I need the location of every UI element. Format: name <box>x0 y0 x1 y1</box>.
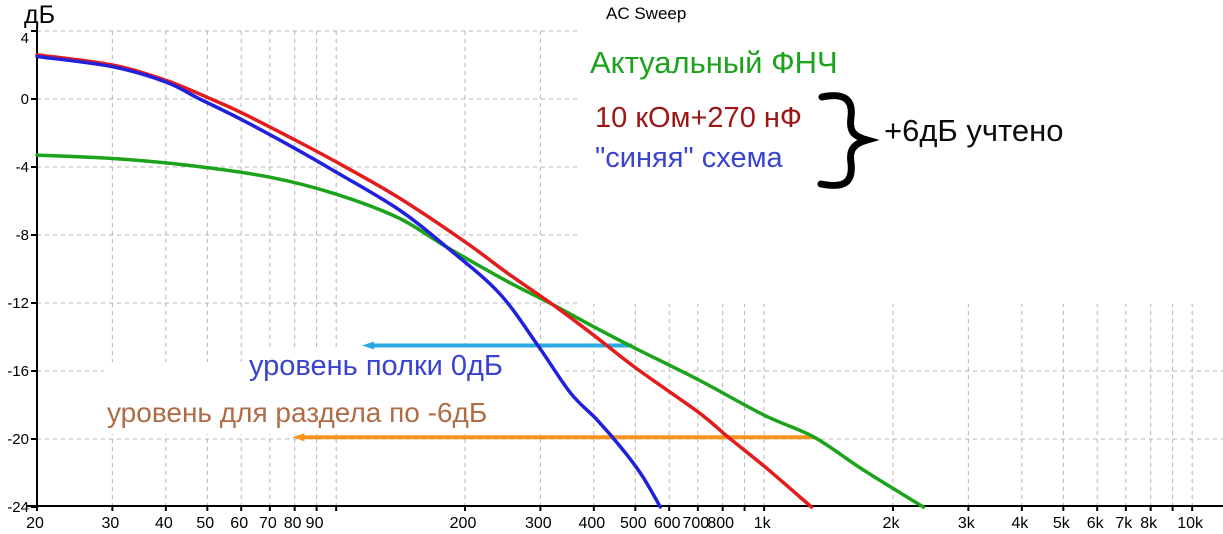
level-line-arrowhead <box>292 433 305 442</box>
x-axis-tick-label: 7k <box>1115 515 1133 532</box>
x-axis-tick-label: 200 <box>450 515 477 532</box>
x-axis-tick-label: 6k <box>1087 515 1105 532</box>
y-axis-tick-label: -12 <box>7 295 29 312</box>
y-axis-tick-label: 4 <box>21 30 29 47</box>
brace-icon <box>817 92 880 189</box>
x-axis-tick-label: 500 <box>620 515 647 532</box>
curve-curve_blue <box>35 54 663 509</box>
y-axis-unit-label: дБ <box>24 1 55 29</box>
curve-curve_red <box>35 53 814 509</box>
x-axis-tick-label: 20 <box>26 515 44 532</box>
level-line-arrowhead <box>362 341 375 350</box>
x-axis-tick-label: 90 <box>306 515 324 532</box>
y-axis-tick-label: -24 <box>7 499 29 516</box>
x-axis-tick-label: 400 <box>578 515 605 532</box>
y-axis-tick-label: 0 <box>21 91 29 108</box>
annotation-crossover-level: уровень для раздела по -6дБ <box>107 397 488 428</box>
y-axis-tick-label: -16 <box>7 363 29 380</box>
y-axis-tick-label: -8 <box>16 227 29 244</box>
x-axis-tick-label: 70 <box>259 515 277 532</box>
annotation-shelf-level: уровень полки 0дБ <box>249 350 503 382</box>
x-axis-tick-label: 3k <box>958 515 976 532</box>
plot-title: AC Sweep <box>606 4 687 23</box>
x-axis-tick-label: 2k <box>883 515 901 532</box>
x-axis-tick-label: 300 <box>525 515 552 532</box>
annotation-blue-curve: "синяя" схема <box>595 142 783 174</box>
y-axis-tick-label: -4 <box>16 159 29 176</box>
annotation-red-curve: 10 кОм+270 нФ <box>595 102 802 134</box>
x-axis-tick-label: 50 <box>196 515 214 532</box>
x-axis-tick-label: 30 <box>101 515 119 532</box>
annotation-plus6db-note: +6дБ учтено <box>884 113 1064 148</box>
x-axis-tick-label: 5k <box>1053 515 1071 532</box>
x-axis-tick-label: 40 <box>155 515 173 532</box>
x-axis-tick-label: 80 <box>284 515 302 532</box>
x-axis-tick-label: 700 <box>683 515 710 532</box>
y-axis-tick-label: -20 <box>7 431 29 448</box>
annotation-whiteout <box>104 362 550 434</box>
x-axis-tick-label: 10k <box>1177 515 1204 532</box>
annotation-whiteout <box>581 26 1223 304</box>
x-axis-tick-label: 60 <box>230 515 248 532</box>
curve-curve_green <box>35 153 926 509</box>
annotation-green-curve: Актуальный ФНЧ <box>590 45 838 80</box>
x-axis-tick-label: 1k <box>754 515 772 532</box>
x-axis-tick-label: 800 <box>707 515 734 532</box>
x-axis-tick-label: 8k <box>1140 515 1158 532</box>
x-axis-tick-label: 600 <box>654 515 681 532</box>
x-axis-tick-label: 4k <box>1011 515 1029 532</box>
